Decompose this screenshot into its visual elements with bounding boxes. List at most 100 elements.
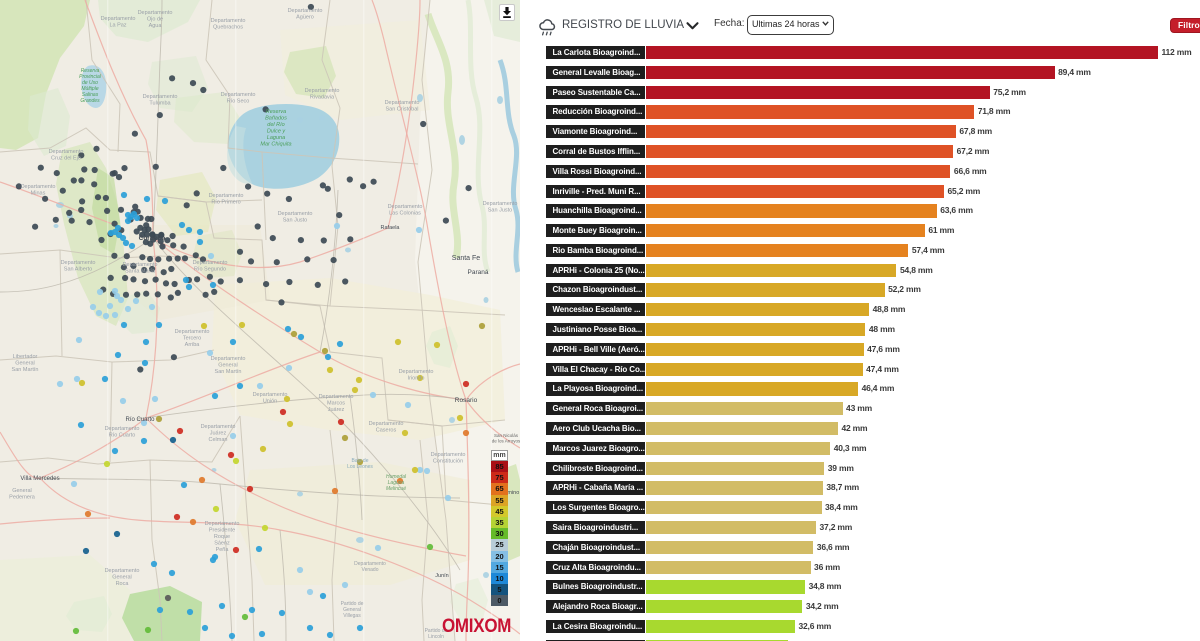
svg-text:General: General	[343, 607, 361, 613]
svg-text:Juárez: Juárez	[210, 431, 227, 437]
svg-text:Rafaela: Rafaela	[381, 225, 401, 231]
svg-text:Tulumba: Tulumba	[149, 101, 171, 107]
svg-text:Arriba: Arriba	[185, 342, 201, 348]
svg-text:Departamento: Departamento	[369, 421, 404, 427]
svg-text:Departamento: Departamento	[385, 100, 420, 106]
svg-text:Departamento: Departamento	[305, 88, 340, 94]
svg-text:Mar Chiquita: Mar Chiquita	[260, 142, 291, 148]
svg-text:Departamento: Departamento	[288, 8, 323, 14]
svg-text:San Cristóbal: San Cristóbal	[385, 107, 418, 113]
svg-text:Villa Mercedes: Villa Mercedes	[20, 476, 59, 482]
svg-text:Quebrachos: Quebrachos	[213, 25, 243, 31]
svg-text:Ojo de: Ojo de	[147, 17, 163, 23]
svg-text:Peña: Peña	[216, 547, 230, 553]
svg-text:Partido de: Partido de	[341, 601, 364, 607]
svg-text:Minas: Minas	[31, 191, 46, 197]
svg-text:Río Seco: Río Seco	[227, 99, 250, 105]
svg-text:Departamento: Departamento	[175, 329, 210, 335]
svg-text:Departamento: Departamento	[431, 452, 466, 458]
svg-text:Departamento: Departamento	[209, 193, 244, 199]
svg-text:General: General	[218, 363, 238, 369]
svg-text:Departamento: Departamento	[123, 262, 158, 268]
svg-text:Departamento: Departamento	[483, 201, 518, 207]
svg-text:Salinas: Salinas	[82, 92, 99, 98]
svg-text:Iriondo: Iriondo	[408, 376, 425, 382]
svg-text:Sáenz: Sáenz	[214, 541, 230, 547]
svg-text:Constitución: Constitución	[433, 459, 463, 465]
svg-text:Bajo de: Bajo de	[352, 458, 369, 464]
svg-text:Departamento: Departamento	[205, 521, 240, 527]
svg-text:Celman: Celman	[209, 437, 228, 443]
svg-text:Caseros: Caseros	[376, 428, 397, 434]
svg-text:General: General	[12, 488, 32, 494]
svg-text:Roque: Roque	[214, 534, 230, 540]
svg-text:Laguna: Laguna	[388, 480, 405, 486]
svg-text:Reserva: Reserva	[81, 68, 100, 74]
svg-text:Bañados: Bañados	[265, 116, 287, 122]
svg-text:Departamento: Departamento	[138, 10, 173, 16]
svg-text:Rosario: Rosario	[455, 397, 478, 404]
svg-text:Departamento: Departamento	[193, 260, 228, 266]
svg-text:Melincué: Melincué	[386, 486, 406, 492]
svg-text:Departamento: Departamento	[319, 394, 354, 400]
svg-text:General: General	[112, 575, 132, 581]
svg-text:San Nicolás: San Nicolás	[494, 433, 519, 438]
svg-text:San Justo: San Justo	[488, 208, 512, 214]
svg-text:Departamento: Departamento	[388, 204, 423, 210]
svg-text:de Uso: de Uso	[82, 80, 98, 86]
svg-text:Pedernera: Pedernera	[9, 495, 36, 501]
svg-text:San Martín: San Martín	[12, 367, 39, 373]
svg-text:Río Segundo: Río Segundo	[194, 267, 226, 273]
svg-text:Departamento: Departamento	[49, 149, 84, 155]
svg-text:Libertador: Libertador	[13, 354, 38, 360]
svg-text:Departamento: Departamento	[221, 92, 256, 98]
svg-text:Departamento: Departamento	[105, 568, 140, 574]
svg-text:Unión: Unión	[263, 399, 277, 405]
svg-text:Provincial: Provincial	[79, 74, 102, 80]
svg-text:Paraná: Paraná	[468, 269, 489, 276]
svg-text:General: General	[15, 361, 35, 367]
svg-text:Grandes: Grandes	[80, 98, 100, 104]
svg-text:San Martín: San Martín	[215, 369, 242, 375]
svg-text:Departamento: Departamento	[399, 369, 434, 375]
svg-text:Venado: Venado	[362, 567, 379, 573]
svg-text:Departamento: Departamento	[101, 16, 136, 22]
svg-text:del Río: del Río	[267, 122, 284, 128]
svg-text:Departamento: Departamento	[211, 356, 246, 362]
svg-text:Río Cuarto: Río Cuarto	[109, 433, 136, 439]
svg-text:Marcos: Marcos	[327, 401, 345, 407]
svg-text:Río Cuarto: Río Cuarto	[125, 417, 155, 423]
svg-text:Cruz del Eje: Cruz del Eje	[51, 156, 81, 162]
svg-text:Tercero: Tercero	[183, 336, 201, 342]
svg-text:Departamento: Departamento	[354, 561, 386, 567]
svg-text:Departamento: Departamento	[21, 184, 56, 190]
svg-text:Juárez: Juárez	[328, 407, 345, 413]
svg-text:Los Leones: Los Leones	[347, 464, 373, 470]
svg-text:de los Arroyos: de los Arroyos	[492, 439, 520, 444]
svg-text:San Justo: San Justo	[283, 218, 307, 224]
svg-text:Agua: Agua	[149, 23, 163, 29]
svg-text:Partido de: Partido de	[425, 628, 448, 634]
svg-text:Departamento: Departamento	[253, 392, 288, 398]
svg-text:Humedal: Humedal	[386, 474, 407, 480]
svg-text:Villegas: Villegas	[343, 613, 361, 619]
svg-text:Santa Fe: Santa Fe	[452, 255, 481, 262]
svg-text:Reserva: Reserva	[266, 109, 286, 115]
svg-text:Córdoba: Córdoba	[139, 235, 166, 242]
svg-text:Las Colonias: Las Colonias	[389, 211, 421, 217]
svg-text:Presidente: Presidente	[209, 528, 235, 534]
svg-text:Departamento: Departamento	[211, 18, 246, 24]
svg-text:Múltiple: Múltiple	[81, 86, 98, 92]
svg-text:Departamento: Departamento	[278, 211, 313, 217]
svg-text:Departamento: Departamento	[105, 426, 140, 432]
svg-text:Río Primero: Río Primero	[211, 200, 240, 206]
svg-text:Departamento: Departamento	[143, 94, 178, 100]
svg-text:Departamento: Departamento	[61, 260, 96, 266]
svg-text:Laguna: Laguna	[267, 135, 285, 141]
svg-text:Rivadavia: Rivadavia	[310, 95, 335, 101]
svg-text:La Paz: La Paz	[109, 23, 126, 29]
svg-text:Santa María: Santa María	[125, 269, 156, 275]
svg-text:Departamento: Departamento	[201, 424, 236, 430]
svg-text:Junín: Junín	[435, 573, 448, 579]
svg-text:Roca: Roca	[116, 581, 130, 587]
